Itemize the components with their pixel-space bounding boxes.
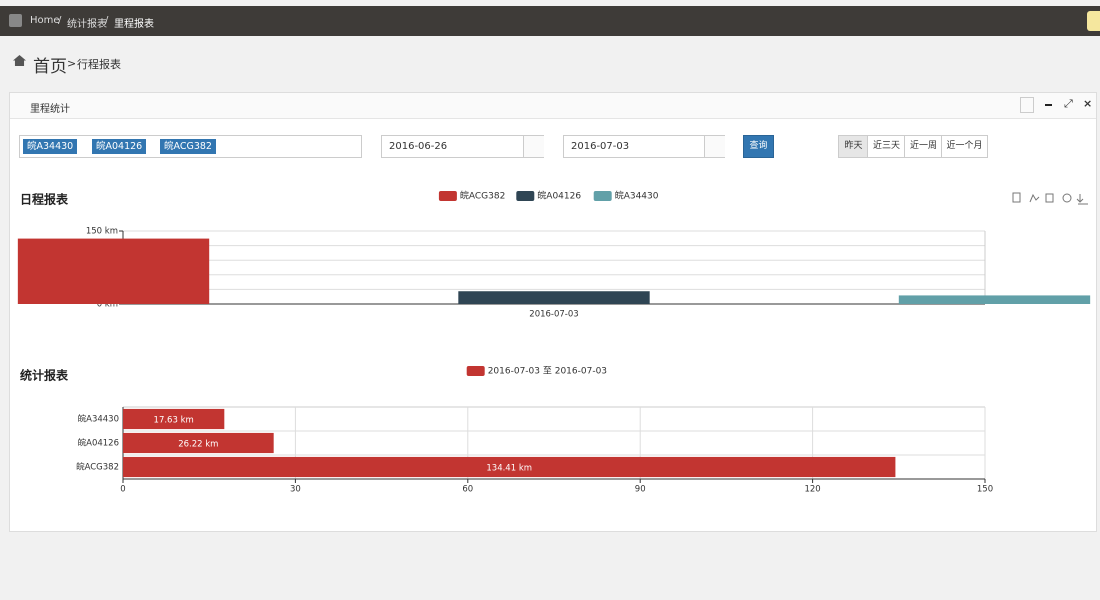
collapse[interactable] — [1045, 104, 1052, 106]
data-label: 26.22 km — [178, 440, 218, 450]
toolbox[interactable] — [1012, 192, 1088, 205]
chart-title: 统计报表 — [20, 368, 69, 383]
top-bar: Home / 统计报表 / 里程报表 — [0, 6, 1100, 36]
legend-swatch — [593, 191, 612, 201]
query-button[interactable]: 查询 — [743, 135, 774, 158]
tag[interactable]: 皖A04126 — [92, 139, 147, 154]
legend-label: 皖ACG382 — [460, 190, 505, 202]
y-tick-label: 皖A04126 — [78, 438, 119, 449]
page-title: 首页 — [33, 57, 67, 77]
x-tick-label: 2016-07-03 — [529, 310, 578, 320]
bar — [898, 295, 1091, 304]
data-label: 134.41 km — [486, 464, 532, 474]
legend-swatch — [466, 366, 485, 376]
range-button[interactable]: 近三天 — [867, 135, 906, 158]
x-tick-label: 120 — [804, 485, 820, 495]
legend-label: 皖A34430 — [615, 190, 659, 202]
legend-swatch — [516, 191, 535, 201]
y-tick-label: 0 km — [97, 300, 118, 310]
bar — [17, 238, 210, 304]
start-date[interactable]: 2016-06-26 — [381, 135, 544, 158]
tag[interactable]: 皖ACG382 — [160, 139, 216, 154]
data-label: 17.63 km — [154, 416, 194, 426]
legend-label: 皖A04126 — [537, 190, 581, 202]
refresh-icon[interactable] — [9, 14, 22, 27]
x-tick-label: 0 — [120, 485, 125, 495]
fullscreen[interactable]: ⤢ — [1064, 97, 1073, 110]
x-tick-label: 150 — [977, 485, 993, 495]
breadcrumb-item[interactable]: 统计报表 — [67, 19, 107, 30]
breadcrumb-item: 里程报表 — [114, 19, 154, 30]
close[interactable]: × — [1083, 97, 1093, 110]
breadcrumb-item[interactable]: Home — [30, 15, 60, 26]
calendar-icon[interactable] — [523, 136, 544, 157]
tag[interactable]: 皖A34430 — [23, 139, 78, 154]
end-date[interactable]: 2016-07-03 — [563, 135, 725, 158]
range-button[interactable]: 近一个月 — [941, 135, 988, 158]
date-text: 2016-06-26 — [389, 141, 448, 152]
legend-swatch — [438, 191, 457, 201]
page-subtitle: 行程报表 — [77, 58, 121, 71]
bar — [458, 291, 650, 304]
panel-header: 里程统计 ⤢ × — [10, 93, 1096, 119]
legend-label: 2016-07-03 至 2016-07-03 — [488, 366, 607, 377]
panel-color[interactable] — [1020, 97, 1034, 113]
x-tick-label: 30 — [290, 485, 301, 495]
panel-title: 里程统计 — [30, 104, 70, 115]
y-tick-label: 皖A34430 — [78, 414, 119, 425]
settings-button[interactable] — [1087, 11, 1100, 31]
calendar-icon[interactable] — [704, 136, 725, 157]
x-tick-label: 60 — [462, 485, 473, 495]
bar — [123, 456, 896, 478]
y-tick-label: 皖ACG382 — [76, 462, 119, 473]
bar — [123, 408, 225, 430]
x-tick-label: 90 — [635, 485, 646, 495]
home-icon — [13, 55, 26, 66]
vehicle-select[interactable]: 皖A34430 皖A04126 皖ACG382 — [19, 135, 362, 158]
page-subtitle-sep: > — [67, 57, 77, 70]
y-tick-label: 150 km — [86, 227, 118, 237]
bar — [123, 432, 274, 454]
chart-title: 日程报表 — [20, 192, 69, 207]
date-text: 2016-07-03 — [571, 141, 630, 152]
